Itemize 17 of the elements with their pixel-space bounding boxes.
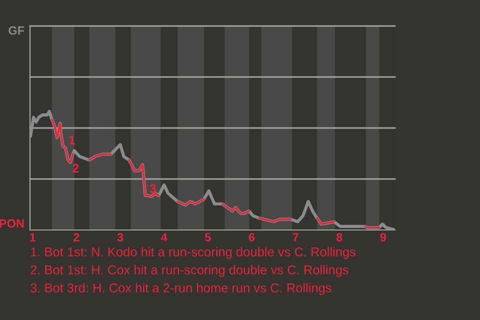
annotation: 3	[150, 184, 156, 193]
annotation: 2	[72, 164, 79, 173]
x-tick-label: 4	[160, 233, 168, 242]
x-tick-label: 5	[204, 233, 211, 242]
x-tick-label: 3	[117, 233, 124, 242]
text: GF	[8, 26, 24, 35]
x-tick-label: 7	[292, 233, 298, 242]
text: 2. Bot 1st: H. Cox hit a run-scoring double vs C. Rollings	[30, 265, 348, 277]
x-tick-label: 1	[30, 233, 36, 242]
text: 3. Bot 3rd: H. Cox hit a 2-run home run vs C. Rollings	[30, 283, 332, 295]
x-tick-label: 8	[336, 233, 342, 242]
text: PON	[0, 219, 24, 228]
text: 1. Bot 1st: N. Kodo hit a run-scoring double vs C. Rollings	[30, 247, 356, 259]
x-tick-label: 6	[248, 233, 255, 242]
x-tick-label: 9	[380, 233, 386, 242]
annotation: 1	[69, 136, 76, 144]
x-tick-label: 2	[74, 233, 80, 242]
